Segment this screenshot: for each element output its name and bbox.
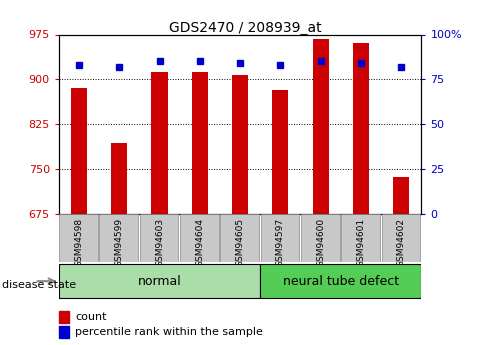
Text: GSM94604: GSM94604	[196, 218, 204, 267]
Text: GSM94605: GSM94605	[236, 218, 245, 267]
Text: GDS2470 / 208939_at: GDS2470 / 208939_at	[169, 21, 321, 35]
FancyBboxPatch shape	[382, 214, 420, 262]
FancyBboxPatch shape	[260, 264, 421, 298]
Bar	[71, 88, 87, 214]
Bar	[232, 75, 248, 214]
Bar	[151, 72, 168, 214]
Text: GSM94597: GSM94597	[276, 218, 285, 267]
FancyBboxPatch shape	[261, 214, 299, 262]
Bar	[59, 326, 69, 338]
Text: GSM94600: GSM94600	[316, 218, 325, 267]
Bar	[272, 90, 289, 214]
FancyBboxPatch shape	[59, 264, 260, 298]
Text: GSM94602: GSM94602	[397, 218, 406, 267]
FancyBboxPatch shape	[220, 214, 259, 262]
Text: GSM94603: GSM94603	[155, 218, 164, 267]
FancyBboxPatch shape	[301, 214, 340, 262]
FancyBboxPatch shape	[140, 214, 178, 262]
Bar	[192, 72, 208, 214]
Text: percentile rank within the sample: percentile rank within the sample	[75, 327, 263, 337]
FancyBboxPatch shape	[99, 214, 138, 262]
FancyBboxPatch shape	[59, 214, 98, 262]
Text: neural tube defect: neural tube defect	[283, 275, 399, 288]
Bar	[59, 310, 69, 323]
Text: disease state: disease state	[2, 280, 76, 289]
Bar	[313, 39, 329, 214]
Text: GSM94598: GSM94598	[74, 218, 83, 267]
Text: normal: normal	[138, 275, 181, 288]
Bar	[393, 177, 409, 214]
FancyBboxPatch shape	[341, 214, 380, 262]
Text: GSM94601: GSM94601	[356, 218, 366, 267]
Bar	[111, 143, 127, 214]
FancyBboxPatch shape	[180, 214, 219, 262]
Text: count: count	[75, 312, 107, 322]
Bar	[353, 43, 369, 214]
Text: GSM94599: GSM94599	[115, 218, 124, 267]
